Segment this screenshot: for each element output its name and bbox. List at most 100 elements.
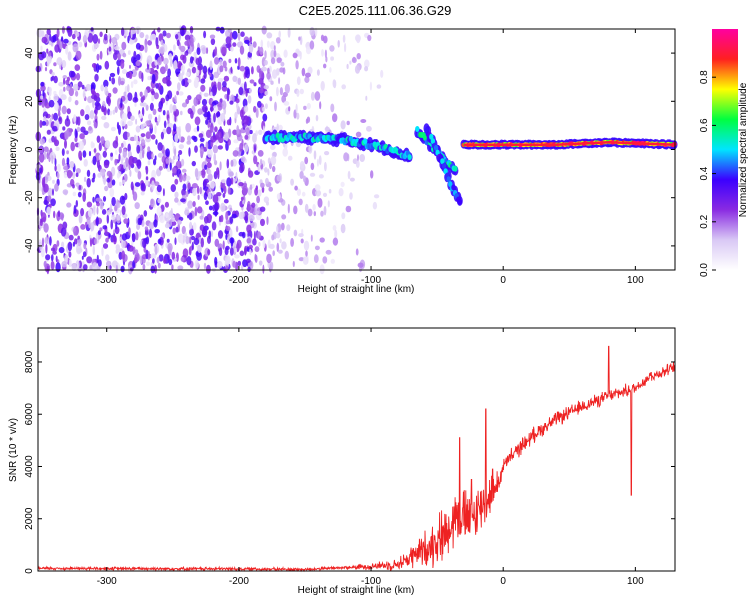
noise-blob bbox=[226, 177, 232, 187]
noise-blob bbox=[194, 76, 200, 84]
noise-blob bbox=[150, 198, 155, 208]
noise-blob bbox=[131, 69, 138, 78]
noise-blob bbox=[102, 196, 107, 202]
noise-blob bbox=[201, 47, 207, 55]
noise-blob bbox=[114, 46, 120, 51]
noise-blob bbox=[300, 238, 304, 244]
noise-blob bbox=[145, 176, 149, 181]
noise-blob bbox=[258, 241, 261, 247]
noise-blob bbox=[158, 33, 164, 42]
noise-blob bbox=[323, 63, 327, 69]
noise-blob bbox=[195, 94, 202, 101]
noise-blob bbox=[252, 41, 257, 48]
noise-blob bbox=[224, 247, 229, 256]
noise-blob bbox=[117, 52, 121, 61]
noise-blob bbox=[276, 57, 282, 64]
x-tick-label: -100 bbox=[361, 576, 381, 587]
noise-blob bbox=[349, 60, 352, 65]
noise-blob bbox=[95, 216, 99, 227]
noise-blob bbox=[92, 196, 95, 203]
noise-blob bbox=[173, 155, 176, 161]
noise-blob bbox=[74, 100, 79, 106]
noise-blob bbox=[115, 244, 121, 251]
noise-blob bbox=[46, 206, 52, 216]
noise-blob bbox=[266, 201, 269, 206]
noise-blob bbox=[122, 148, 128, 158]
noise-blob bbox=[313, 211, 316, 217]
noise-blob bbox=[39, 120, 43, 128]
noise-blob bbox=[245, 68, 250, 79]
noise-blob bbox=[247, 170, 254, 178]
noise-blob bbox=[173, 60, 178, 68]
noise-blob bbox=[180, 64, 186, 72]
noise-blob bbox=[216, 192, 222, 197]
noise-blob bbox=[75, 31, 80, 38]
noise-blob bbox=[271, 234, 275, 241]
colorbar-tick-label: 0.4 bbox=[699, 166, 710, 180]
noise-blob bbox=[242, 185, 248, 195]
noise-blob bbox=[227, 28, 232, 33]
noise-blob bbox=[262, 239, 266, 249]
noise-blob bbox=[262, 264, 265, 274]
noise-blob bbox=[174, 148, 177, 157]
noise-blob bbox=[154, 125, 157, 135]
noise-blob bbox=[185, 122, 192, 133]
noise-blob bbox=[269, 243, 275, 250]
noise-blob bbox=[324, 151, 330, 156]
noise-blob bbox=[66, 85, 71, 92]
noise-blob bbox=[143, 210, 148, 217]
noise-blob bbox=[247, 95, 252, 104]
noise-blob bbox=[67, 51, 72, 61]
noise-blob bbox=[92, 34, 99, 44]
noise-blob bbox=[295, 103, 298, 114]
noise-blob bbox=[340, 120, 346, 130]
noise-blob bbox=[157, 262, 161, 269]
noise-blob bbox=[156, 184, 162, 193]
noise-blob bbox=[249, 87, 252, 94]
noise-blob bbox=[219, 26, 225, 34]
spectrogram-x-axis-label: Height of straight line (km) bbox=[298, 284, 415, 295]
noise-blob bbox=[284, 250, 289, 260]
noise-blob bbox=[166, 126, 172, 135]
y-tick-label: 0 bbox=[24, 568, 35, 574]
noise-blob bbox=[118, 146, 122, 154]
noise-blob bbox=[194, 168, 199, 178]
noise-blob bbox=[127, 143, 131, 153]
noise-blob bbox=[81, 84, 85, 90]
noise-blob bbox=[147, 250, 150, 261]
noise-blob bbox=[63, 165, 69, 171]
noise-blob bbox=[174, 112, 177, 122]
noise-blob bbox=[41, 121, 47, 126]
noise-blob bbox=[357, 262, 364, 268]
noise-blob bbox=[54, 165, 57, 172]
noise-blob bbox=[187, 79, 192, 83]
noise-blob bbox=[56, 240, 60, 247]
noise-blob bbox=[243, 115, 249, 125]
noise-blob bbox=[146, 261, 150, 266]
noise-blob bbox=[96, 53, 100, 61]
noise-blob bbox=[217, 78, 224, 83]
noise-blob bbox=[165, 148, 170, 158]
noise-blob bbox=[166, 79, 172, 87]
noise-blob bbox=[133, 79, 138, 85]
noise-blob bbox=[278, 30, 282, 39]
noise-blob bbox=[259, 88, 264, 94]
noise-blob bbox=[295, 60, 299, 70]
noise-blob bbox=[82, 192, 86, 202]
noise-blob bbox=[237, 31, 241, 41]
noise-blob bbox=[268, 186, 274, 192]
noise-blob bbox=[157, 198, 162, 204]
noise-blob bbox=[102, 150, 108, 158]
noise-blob bbox=[308, 145, 313, 154]
noise-blob bbox=[53, 210, 56, 219]
noise-blob bbox=[193, 237, 200, 246]
noise-blob bbox=[112, 87, 118, 94]
noise-blob bbox=[167, 90, 173, 100]
noise-blob bbox=[249, 79, 255, 84]
noise-blob bbox=[62, 189, 69, 195]
noise-blob bbox=[319, 101, 322, 110]
noise-blob bbox=[206, 264, 211, 274]
noise-blob bbox=[301, 191, 306, 197]
noise-blob bbox=[160, 131, 164, 140]
noise-blob bbox=[235, 171, 238, 182]
